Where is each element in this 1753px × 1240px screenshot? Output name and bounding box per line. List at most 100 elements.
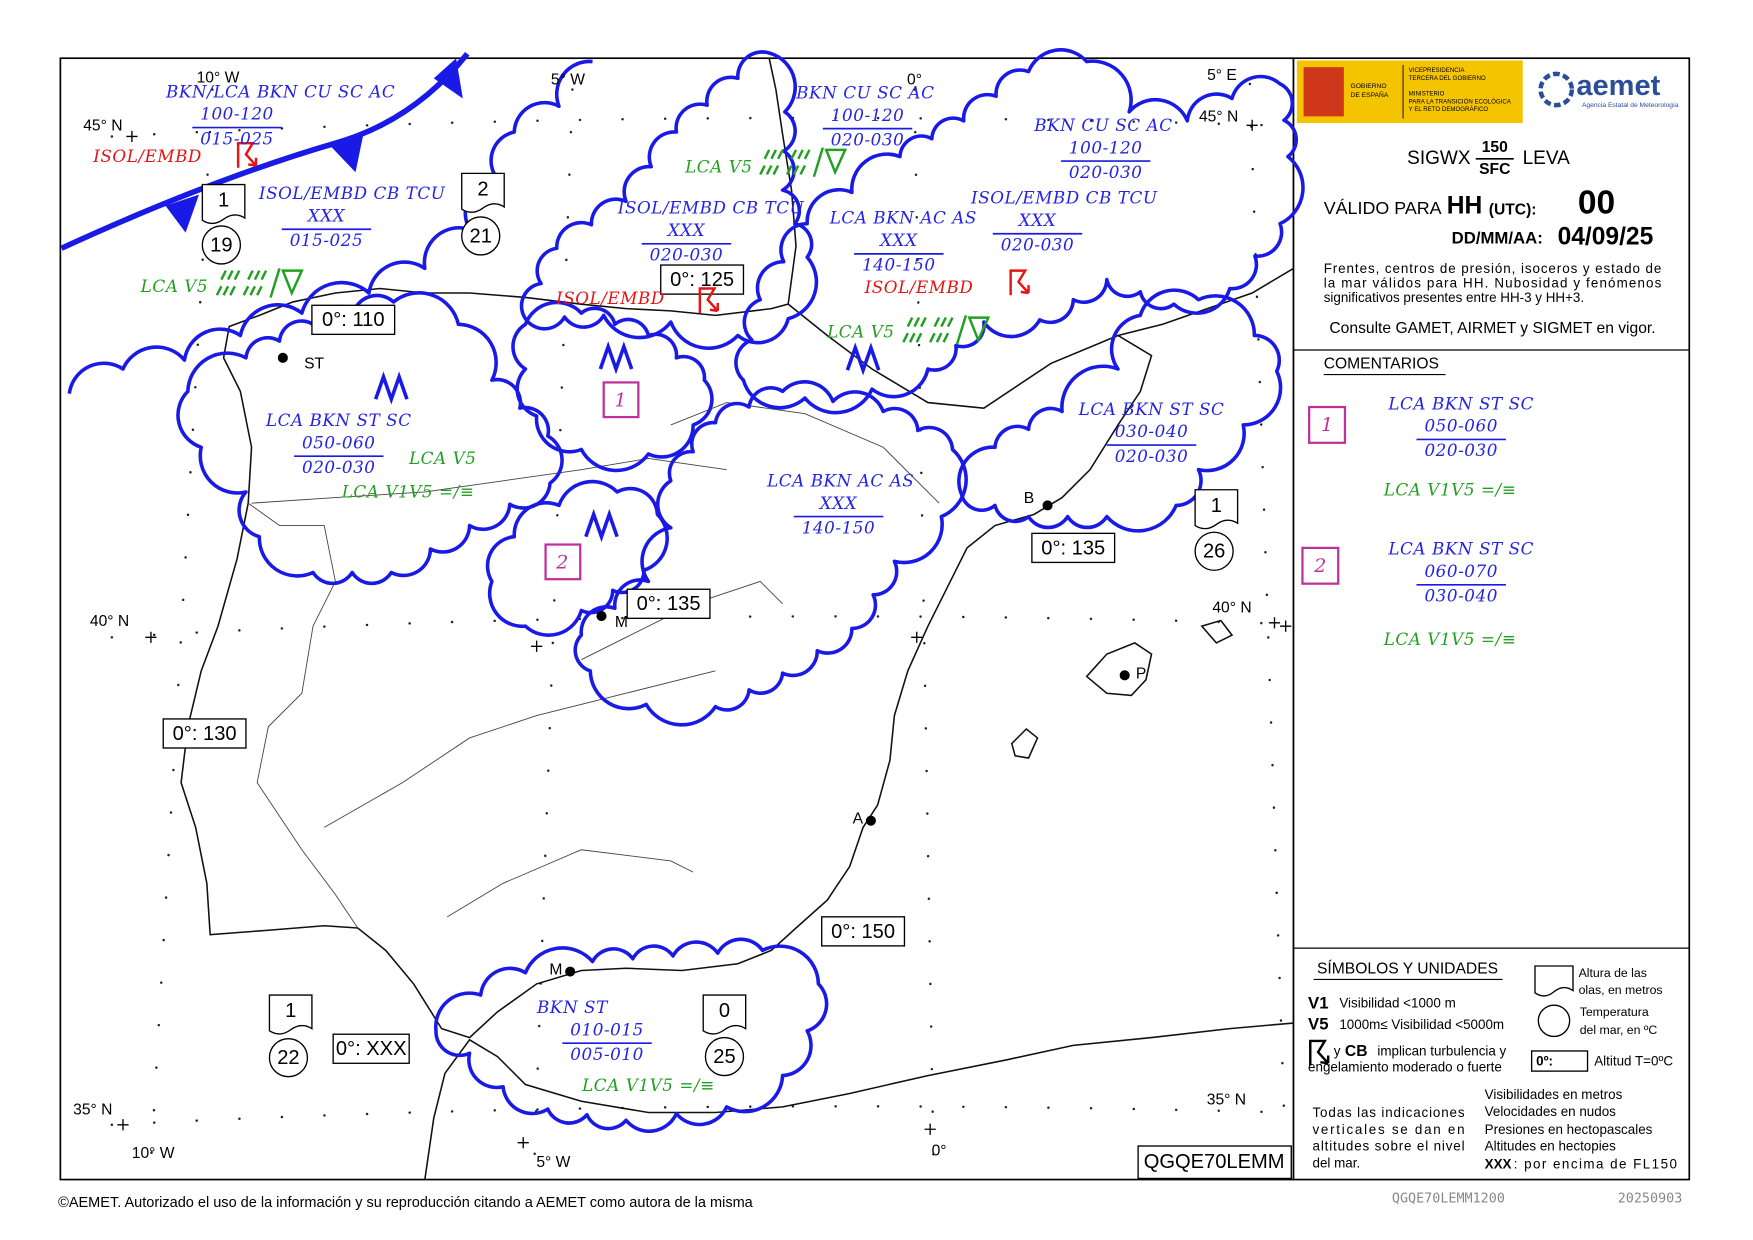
graticule-label: 45° N (1199, 109, 1238, 126)
logo-text: DE ESPAÑA (1351, 90, 1389, 99)
symbol-text: Altitud T=0ºC (1594, 1054, 1673, 1069)
footer-date: 20250903 (1618, 1192, 1683, 1207)
level-bottom: SFC (1479, 161, 1510, 178)
island (1010, 727, 1039, 759)
comments-title: COMENTARIOS (1324, 356, 1439, 373)
sea-temp-circle (704, 1036, 745, 1077)
freezing-level: 0°: XXX (336, 1038, 407, 1060)
cloud-top: 100-120 (831, 105, 905, 125)
freezing-level: 0°: 135 (1041, 537, 1105, 559)
freezing-level: 0°: 150 (831, 921, 895, 943)
sea-temperature: 25 (713, 1046, 735, 1068)
graticule-cross (531, 640, 543, 652)
cloud-type: LCA BKN AC AS (829, 208, 977, 228)
cloud-areas (67, 48, 1305, 1133)
description: Frentes, centros de presión, isoceros y … (1324, 261, 1662, 276)
mountain-symbol (373, 371, 409, 405)
graticule-label: 0° (932, 1143, 947, 1160)
area-number-box (544, 543, 582, 581)
copyright: ©AEMET. Autorizado el uso de la informac… (58, 1195, 754, 1211)
cloud-outline (519, 50, 819, 350)
product: SIGWX (1407, 148, 1471, 169)
note: Todas las indicaciones (1313, 1105, 1465, 1120)
texts: 10° W 5° W 0° 5° E 45° N 45° N 40° N 40° N 35° N… (58, 67, 1682, 1211)
cloud-base: 020-030 (302, 457, 376, 477)
symbol-text: implican turbulencia y (1377, 1044, 1506, 1059)
island (1200, 619, 1234, 644)
aemet-logo (1538, 71, 1575, 108)
symbols-title: SÍMBOLOS Y UNIDADES (1317, 959, 1498, 978)
cloud-type: ISOL/EMBD CB TCU (970, 188, 1158, 208)
cloud-type: LCA BKN AC AS (766, 470, 914, 490)
cloud-base: 140-150 (802, 517, 876, 537)
island (1085, 642, 1153, 697)
shower-symbol (902, 314, 991, 345)
freezing-level-box (1530, 1050, 1589, 1072)
bulletin-id: QGQE70LEMM (1144, 1151, 1285, 1173)
logo-text: Y EL RETO DEMOGRÁFICO (1409, 106, 1489, 113)
logo-text: MINISTERIO (1409, 91, 1445, 98)
area-number-box (1308, 405, 1347, 444)
cloud-type: ISOL/EMBD CB TCU (258, 183, 446, 203)
cloud-outline (433, 937, 829, 1133)
cloud-top: 030-040 (1115, 421, 1189, 441)
visibility-label: LCA V1V5 =/≡ (341, 482, 475, 502)
consult-note: Consulte GAMET, AIRMET y SIGMET en vigor… (1329, 320, 1655, 337)
units-note: Altitudes en hectopies (1485, 1139, 1616, 1154)
symbol-code: CB (1345, 1043, 1368, 1060)
freezing-level-box (311, 304, 396, 336)
city-dot (277, 352, 288, 363)
graticule-label: 45° N (83, 118, 122, 135)
description: significativos presentes entre HH-3 y HH… (1324, 290, 1584, 305)
symbol-code: V1 (1308, 993, 1329, 1012)
cloud-top: 100-120 (1069, 137, 1143, 157)
freezing-level-box (821, 916, 906, 947)
graticule-label: 35° N (73, 1101, 112, 1118)
city-label: M (549, 962, 562, 979)
city-dot (1119, 670, 1130, 681)
visibility-label: LCA V1V5 =/≡ (1383, 479, 1517, 499)
wave-flag (201, 183, 246, 225)
wave-flag (702, 994, 747, 1035)
city-label: M (615, 614, 628, 631)
area-number: 2 (555, 552, 568, 574)
symbol-code: 0º: (1536, 1054, 1553, 1069)
cloud-type: ISOL/EMBD CB TCU (617, 198, 805, 218)
cloud-type: BKN CU SC AC (1033, 115, 1172, 135)
graticule-cross (1268, 617, 1281, 629)
cloud-top: 060-070 (1424, 561, 1498, 581)
turbulence-symbol (698, 287, 719, 314)
agency-name: Agencia Estatal de Meteorología (1582, 102, 1679, 109)
freezing-level-box (332, 1033, 410, 1064)
cloud-type: BKN/LCA BKN CU SC AC (165, 81, 395, 101)
symbol-text: olas, en metros (1579, 983, 1663, 997)
area-number: 1 (1321, 414, 1333, 436)
meridian (533, 88, 574, 1165)
wave-height: 1 (1211, 495, 1222, 517)
graticule-cross (911, 631, 923, 643)
coastline (768, 58, 797, 305)
sea-temp-circle (461, 216, 501, 256)
symbol-text: Altura de las (1579, 966, 1647, 980)
city-dot (1042, 500, 1053, 511)
valid-label: VÁLIDO PARA (1324, 198, 1442, 218)
wave-height: 2 (477, 178, 488, 200)
graticule-label: 10° W (132, 1145, 175, 1162)
cloud-base: 020-030 (1115, 446, 1189, 466)
turbulence-symbol (1309, 1039, 1330, 1066)
visibility-label: LCA V1V5 =/≡ (1383, 629, 1517, 649)
cloud-type: LCA BKN ST SC (1387, 393, 1534, 413)
cloud-type: LCA BKN ST SC (1387, 539, 1534, 559)
symbol-code: V5 (1308, 1015, 1329, 1034)
city-label: ST (304, 356, 324, 373)
front-triangle (165, 194, 200, 233)
cloud-base: 030-040 (1424, 586, 1498, 606)
cloud-top: XXX (818, 493, 858, 513)
graticule-label: 10° W (197, 69, 240, 86)
front-triangle (329, 134, 364, 173)
shower-symbol (759, 147, 848, 178)
symbol-text: Temperatura (1580, 1005, 1649, 1019)
city-dot (565, 966, 576, 977)
cloud-top: XXX (306, 205, 346, 225)
